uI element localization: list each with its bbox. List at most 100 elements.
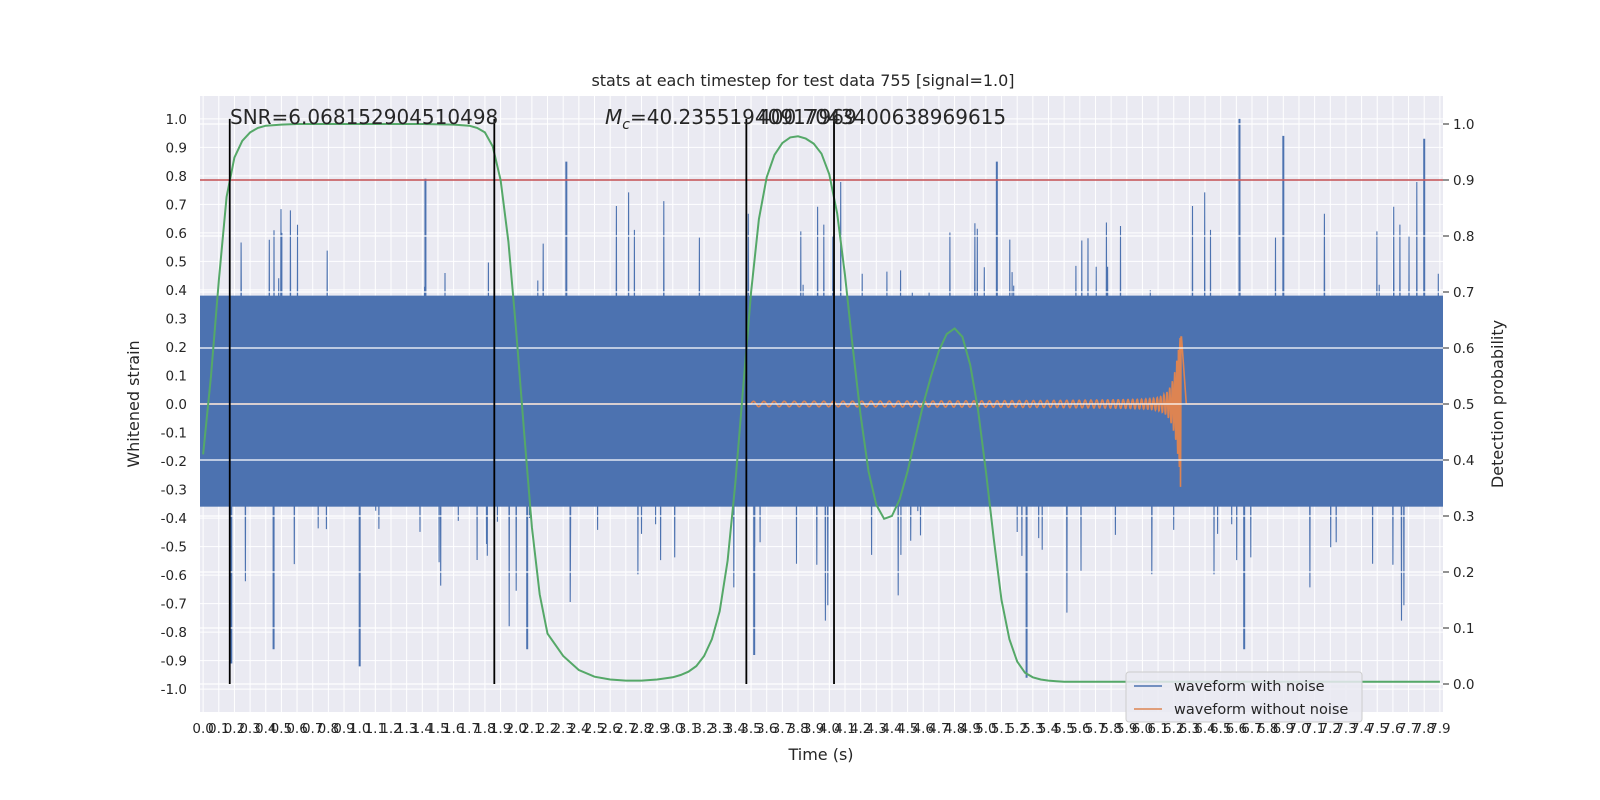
x-tick-label: 2.7 bbox=[615, 721, 636, 737]
x-tick-label: 4.1 bbox=[834, 721, 855, 737]
x-tick-label: 5.7 bbox=[1085, 721, 1106, 737]
y-tick-label: -0.1 bbox=[161, 426, 187, 442]
x-tick-label: 3.9 bbox=[803, 721, 824, 737]
x-tick-label: 1.7 bbox=[459, 721, 480, 737]
x-tick-label: 4.7 bbox=[928, 721, 949, 737]
x-tick-label: 7.1 bbox=[1304, 721, 1325, 737]
x-tick-label: 0.5 bbox=[271, 721, 292, 737]
y-axis-label: Whitened strain bbox=[124, 340, 143, 467]
x-tick-label: 7.2 bbox=[1320, 721, 1341, 737]
overlapping-annotation: 400.7043400638969615 bbox=[758, 105, 1006, 129]
probability-line bbox=[202, 123, 1440, 683]
x-tick-label: 0.3 bbox=[239, 721, 260, 737]
y-right-tick-label: 0.3 bbox=[1453, 509, 1474, 525]
x-tick-label: 0.0 bbox=[192, 721, 213, 737]
x-tick-label: 6.1 bbox=[1147, 721, 1168, 737]
y-tick-label: 0.8 bbox=[166, 169, 187, 185]
y-tick-label: -0.4 bbox=[161, 511, 187, 527]
y-right-tick-label: 0.9 bbox=[1453, 173, 1474, 189]
x-tick-label: 3.5 bbox=[740, 721, 761, 737]
y-right-tick-label: 0.7 bbox=[1453, 285, 1474, 301]
x-tick-label: 1.4 bbox=[412, 721, 433, 737]
x-tick-label: 3.0 bbox=[662, 721, 683, 737]
x-tick-label: 5.6 bbox=[1069, 721, 1090, 737]
x-tick-label: 5.5 bbox=[1053, 721, 1074, 737]
x-tick-label: 0.1 bbox=[208, 721, 229, 737]
y-axis-left-ticks: -1.0 -0.9 -0.8 -0.7 -0.6 -0.5 -0.4 -0.3 -0.2 -0.1… bbox=[161, 112, 187, 698]
x-tick-label: 5.2 bbox=[1006, 721, 1027, 737]
x-tick-label: 0.8 bbox=[318, 721, 339, 737]
x-tick-label: 0.4 bbox=[255, 721, 276, 737]
x-tick-label: 3.1 bbox=[678, 721, 699, 737]
x-tick-label: 4.8 bbox=[944, 721, 965, 737]
x-tick-label: 5.4 bbox=[1038, 721, 1059, 737]
y-axis-right-ticks: 0.0 0.1 0.2 0.3 0.4 0.5 0.6 0.7 0.8 0.9 1.0 bbox=[1443, 117, 1474, 693]
x-tick-label: 7.3 bbox=[1335, 721, 1356, 737]
chirp-mass-symbol: M bbox=[605, 105, 622, 129]
x-tick-label: 2.5 bbox=[584, 721, 605, 737]
x-tick-label: 1.5 bbox=[427, 721, 448, 737]
x-tick-label: 2.8 bbox=[631, 721, 652, 737]
x-tick-label: 3.3 bbox=[709, 721, 730, 737]
x-tick-label: 7.0 bbox=[1288, 721, 1309, 737]
chart-title: stats at each timestep for test data 755… bbox=[591, 71, 1014, 90]
x-tick-label: 1.9 bbox=[490, 721, 511, 737]
y-tick-label: 0.5 bbox=[166, 254, 187, 270]
x-tick-label: 0.6 bbox=[286, 721, 307, 737]
y-tick-label: 0.6 bbox=[166, 226, 187, 242]
x-tick-label: 4.5 bbox=[897, 721, 918, 737]
y-tick-label: -0.2 bbox=[161, 454, 187, 470]
y-right-tick-label: 0.5 bbox=[1453, 397, 1474, 413]
event-markers bbox=[228, 118, 835, 684]
x-tick-label: 5.8 bbox=[1100, 721, 1121, 737]
x-tick-label: 3.7 bbox=[772, 721, 793, 737]
x-tick-label: 7.7 bbox=[1398, 721, 1419, 737]
x-tick-label: 1.2 bbox=[380, 721, 401, 737]
x-tick-label: 3.4 bbox=[725, 721, 746, 737]
x-tick-label: 6.3 bbox=[1179, 721, 1200, 737]
x-tick-label: 4.6 bbox=[913, 721, 934, 737]
x-tick-label: 7.9 bbox=[1429, 721, 1450, 737]
y-tick-label: -0.6 bbox=[161, 568, 187, 584]
x-tick-label: 4.9 bbox=[959, 721, 980, 737]
legend-box bbox=[1125, 671, 1363, 723]
x-axis-ticks: 0.00.10.20.30.40.50.60.70.80.91.01.11.21… bbox=[192, 721, 1450, 737]
x-tick-label: 6.0 bbox=[1132, 721, 1153, 737]
chirp-mass-annotation: Mc=40.23551940917969 bbox=[605, 105, 857, 133]
y-tick-label: -0.5 bbox=[161, 540, 187, 556]
x-tick-label: 3.6 bbox=[756, 721, 777, 737]
y-right-tick-label: 0.0 bbox=[1453, 677, 1474, 693]
x-tick-label: 1.1 bbox=[365, 721, 386, 737]
legend: waveform with noise waveform without noi… bbox=[1125, 671, 1363, 723]
x-tick-label: 2.3 bbox=[552, 721, 573, 737]
y-tick-label: -0.9 bbox=[161, 654, 187, 670]
x-tick-label: 1.3 bbox=[396, 721, 417, 737]
legend-label-noise: waveform with noise bbox=[1174, 679, 1325, 695]
x-tick-label: 6.9 bbox=[1273, 721, 1294, 737]
x-tick-label: 2.6 bbox=[599, 721, 620, 737]
x-tick-label: 6.4 bbox=[1194, 721, 1215, 737]
x-tick-label: 7.5 bbox=[1367, 721, 1388, 737]
x-tick-label: 4.2 bbox=[850, 721, 871, 737]
y-tick-label: -0.8 bbox=[161, 625, 187, 641]
y-tick-label: 1.0 bbox=[166, 112, 187, 128]
x-tick-label: 4.4 bbox=[881, 721, 902, 737]
y-tick-label: 0.2 bbox=[166, 340, 187, 356]
y-axis-right-label: Detection probability bbox=[1488, 320, 1507, 488]
x-tick-label: 6.2 bbox=[1163, 721, 1184, 737]
chirp-mass-subscript: c bbox=[622, 117, 630, 133]
y-tick-label: 0.9 bbox=[166, 140, 187, 156]
x-tick-label: 0.7 bbox=[302, 721, 323, 737]
x-tick-label: 5.9 bbox=[1116, 721, 1137, 737]
y-tick-label: 0.0 bbox=[166, 397, 187, 413]
series-waveform-without-noise bbox=[200, 336, 1443, 487]
x-tick-label: 6.6 bbox=[1226, 721, 1247, 737]
x-tick-label: 2.9 bbox=[646, 721, 667, 737]
x-tick-label: 0.2 bbox=[224, 721, 245, 737]
x-tick-label: 6.8 bbox=[1257, 721, 1278, 737]
legend-label-clean: waveform without noise bbox=[1174, 702, 1348, 718]
y-tick-label: -0.3 bbox=[161, 483, 187, 499]
x-tick-label: 2.0 bbox=[505, 721, 526, 737]
x-tick-label: 5.1 bbox=[991, 721, 1012, 737]
